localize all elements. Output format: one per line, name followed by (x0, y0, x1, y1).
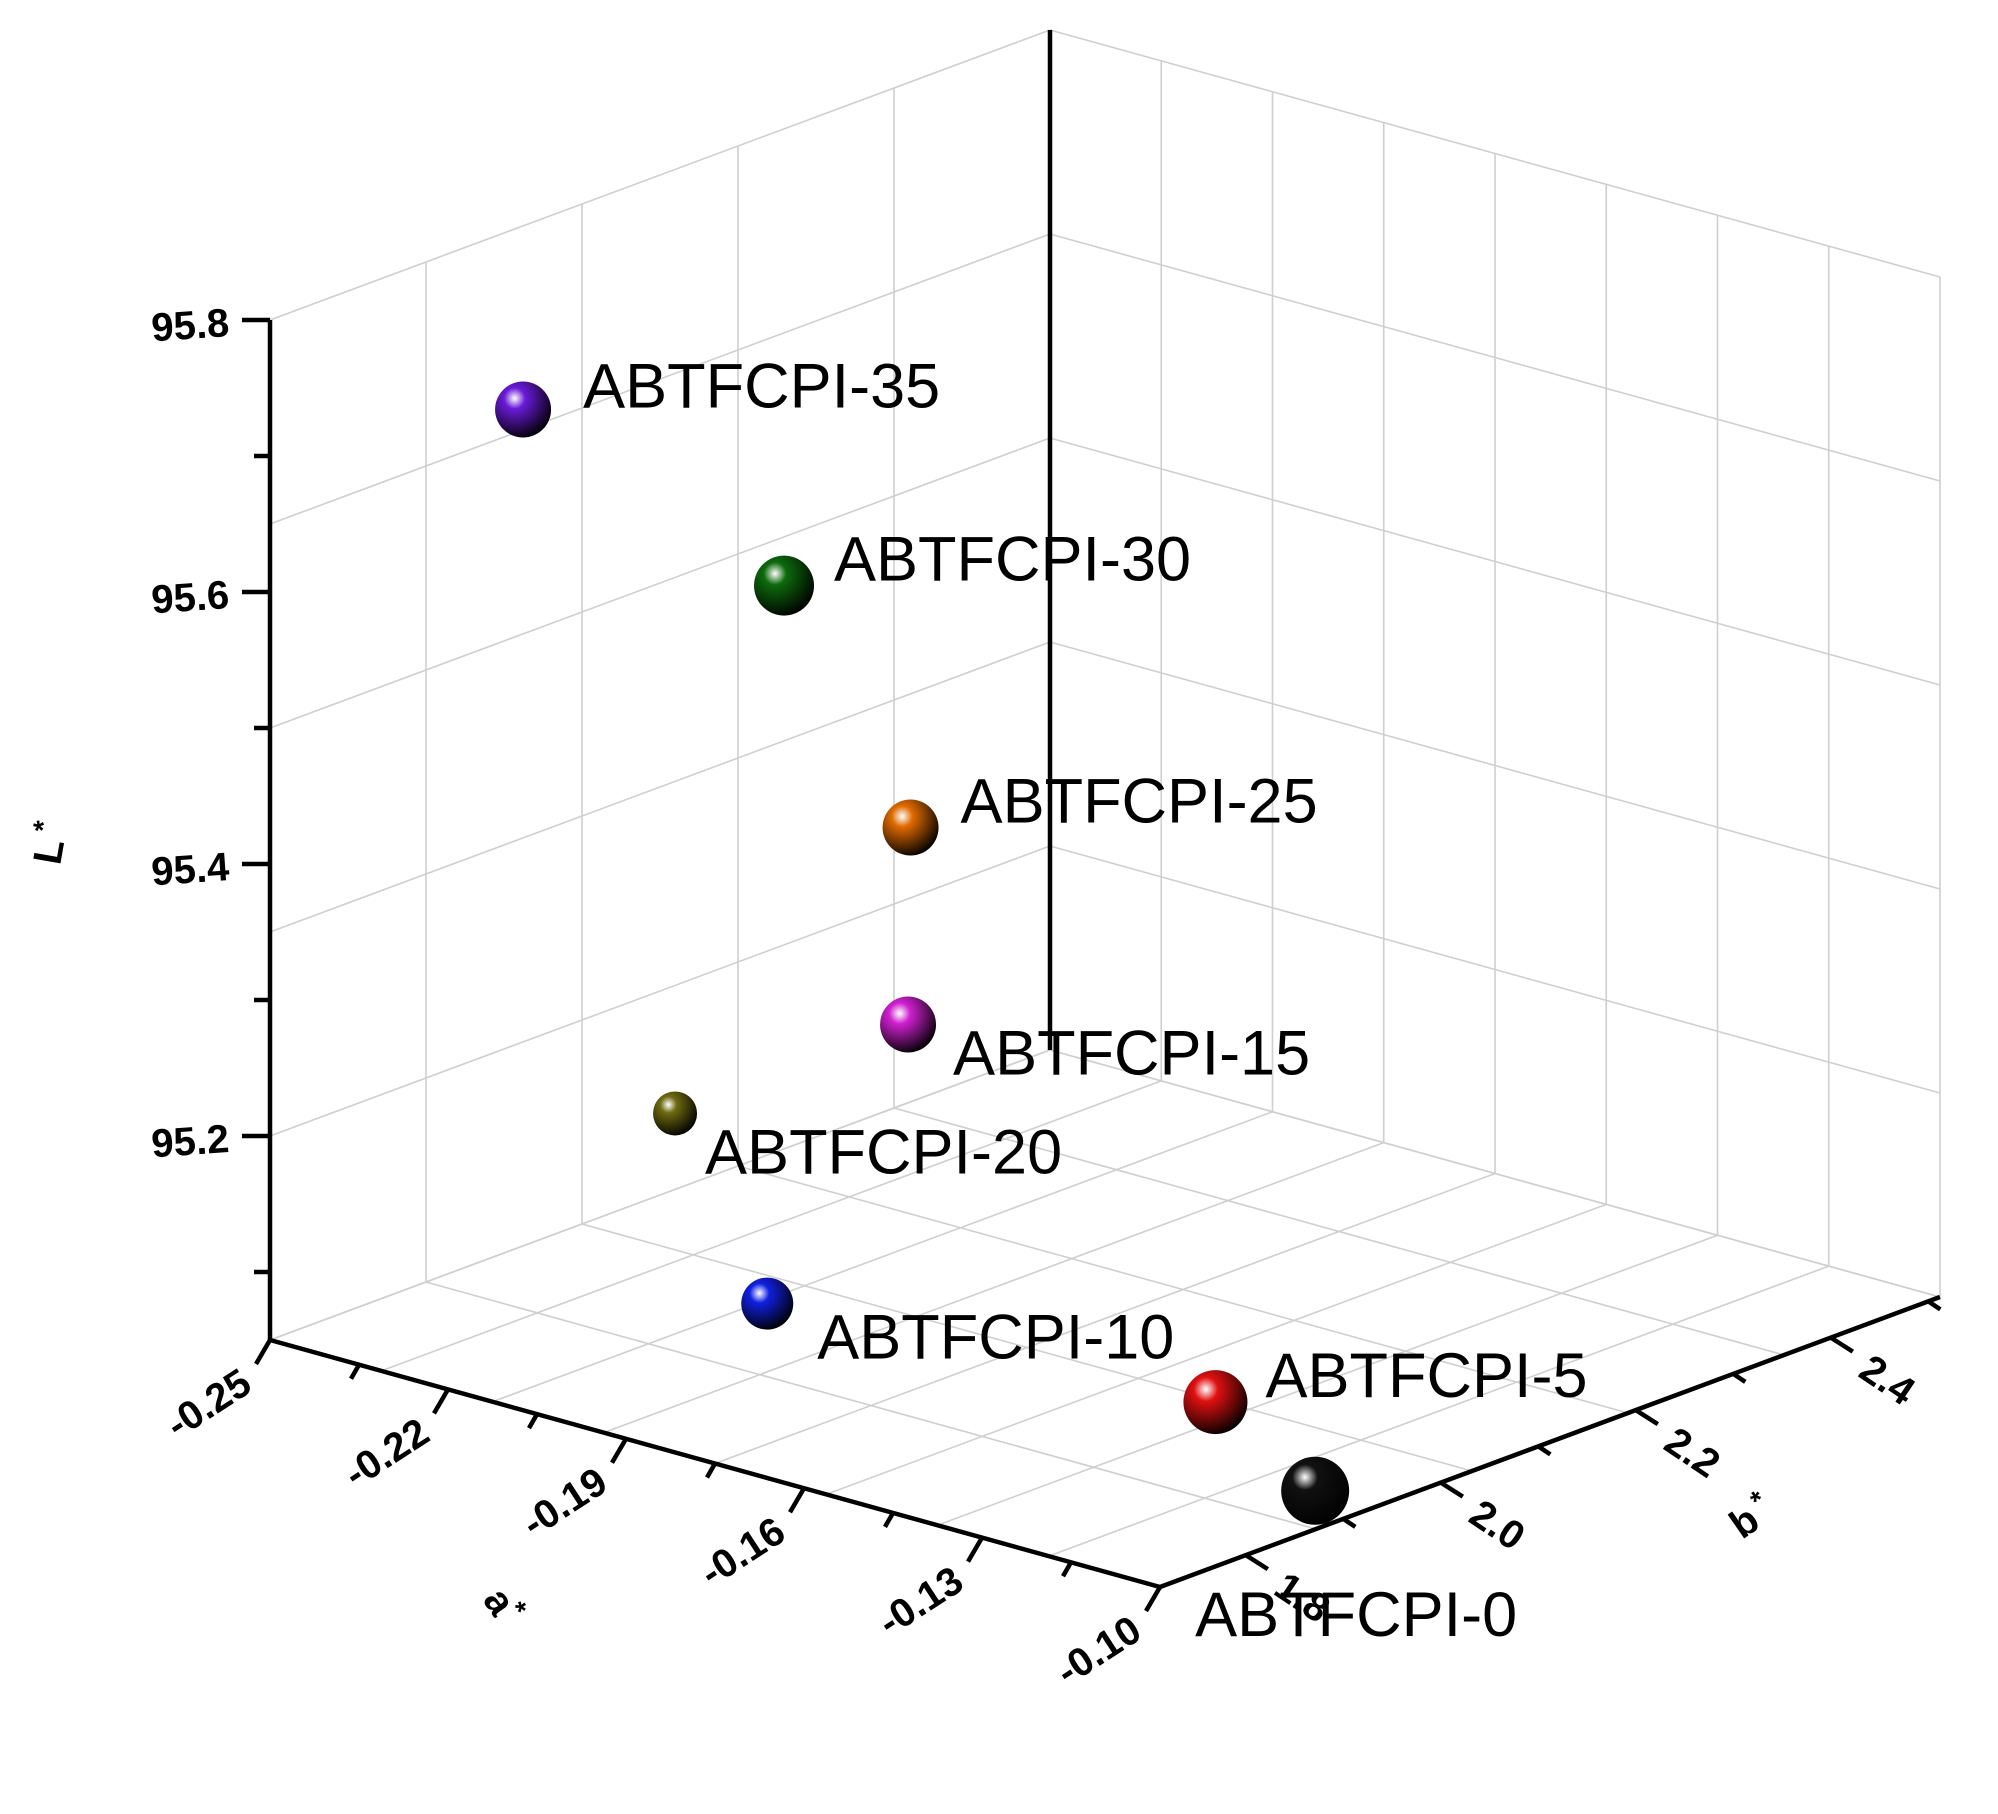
data-label-abtfcpi-20: ABTFCPI-20 (705, 1117, 1062, 1187)
b-major-tick (1244, 1553, 1270, 1571)
grid-line (1048, 1265, 1830, 1557)
b-major-tick (1829, 1335, 1855, 1354)
points-layer (495, 381, 1350, 1525)
L-tick-label: 95.6 (150, 573, 231, 622)
grid-line (492, 1111, 1273, 1403)
a-tick-label: -0.10 (1048, 1608, 1148, 1695)
data-point-abtfcpi-15 (880, 996, 937, 1053)
grid-line (1049, 29, 1941, 278)
grid-line (1049, 845, 1941, 1094)
a-tick-label: -0.22 (336, 1410, 436, 1497)
a-axis-label: a* (475, 1578, 533, 1633)
data-point-abtfcpi-35 (495, 381, 552, 438)
data-point-abtfcpi-30 (754, 555, 815, 616)
L-axis-label: L* (22, 818, 76, 867)
b-axis-line (1159, 1294, 1941, 1590)
data-label-abtfcpi-0: ABTFCPI-0 (1195, 1580, 1517, 1650)
grid-line (269, 233, 1051, 525)
grid-line (937, 1234, 1718, 1526)
grid-line (269, 437, 1051, 729)
data-label-abtfcpi-30: ABTFCPI-30 (834, 525, 1191, 595)
b-minor-tick (1927, 1299, 1942, 1312)
grid-line (269, 1049, 1051, 1341)
data-point-abtfcpi-5 (1183, 1370, 1248, 1435)
grid-line (1049, 437, 1941, 686)
a-major-tick (610, 1437, 628, 1464)
labels-layer: ABTFCPI-0 ABTFCPI-5 ABTFCPI-10 ABTFCPI-15 AB… (583, 351, 1587, 1649)
data-label-abtfcpi-15: ABTFCPI-15 (953, 1019, 1310, 1089)
L-tick-label: 95.4 (150, 845, 231, 894)
b-tick-label: 2.2 (1657, 1419, 1728, 1487)
a-tick-label: -0.16 (692, 1509, 792, 1596)
a-minor-tick (705, 1462, 717, 1479)
grid-line (380, 1080, 1162, 1372)
a-major-tick (966, 1536, 984, 1563)
a-tick-label: -0.25 (158, 1361, 258, 1448)
b-minor-tick (1537, 1444, 1552, 1457)
L-tick-label: 95.8 (150, 301, 231, 350)
a-minor-tick (349, 1363, 361, 1380)
a-minor-tick (883, 1511, 895, 1529)
grid-line (269, 845, 1051, 1137)
b-major-tick (1439, 1480, 1465, 1499)
data-point-abtfcpi-10 (741, 1277, 794, 1330)
grid-line (269, 29, 1051, 321)
grid-line (1049, 233, 1941, 482)
grid-line (603, 1141, 1385, 1434)
a-major-tick (1144, 1585, 1162, 1613)
b-minor-tick (1342, 1516, 1357, 1529)
grid-line (825, 1203, 1607, 1496)
b-tick-label: 2.0 (1462, 1492, 1533, 1560)
data-point-abtfcpi-25 (882, 799, 939, 856)
grid-line (714, 1172, 1496, 1465)
a-minor-tick (527, 1412, 539, 1430)
data-label-abtfcpi-10: ABTFCPI-10 (817, 1303, 1174, 1373)
b-major-tick (1634, 1408, 1660, 1426)
b-axis-label: b* (1720, 1484, 1781, 1547)
grid-line (269, 641, 1051, 933)
data-label-abtfcpi-25: ABTFCPI-25 (961, 767, 1318, 837)
a-major-tick (432, 1388, 450, 1415)
b-minor-tick (1732, 1371, 1747, 1384)
a-major-tick (788, 1487, 806, 1514)
data-point-abtfcpi-20 (653, 1091, 698, 1136)
data-label-abtfcpi-35: ABTFCPI-35 (583, 351, 940, 421)
a-tick-label: -0.13 (870, 1558, 970, 1645)
grid-line (1049, 641, 1941, 890)
a-minor-tick (1061, 1561, 1073, 1578)
data-point-abtfcpi-0 (1281, 1456, 1350, 1525)
data-label-abtfcpi-5: ABTFCPI-5 (1265, 1341, 1587, 1411)
b-tick-label: 2.4 (1852, 1347, 1923, 1415)
a-major-tick (254, 1338, 272, 1366)
a-tick-label: -0.19 (514, 1459, 614, 1546)
L-tick-label: 95.2 (150, 1117, 231, 1166)
